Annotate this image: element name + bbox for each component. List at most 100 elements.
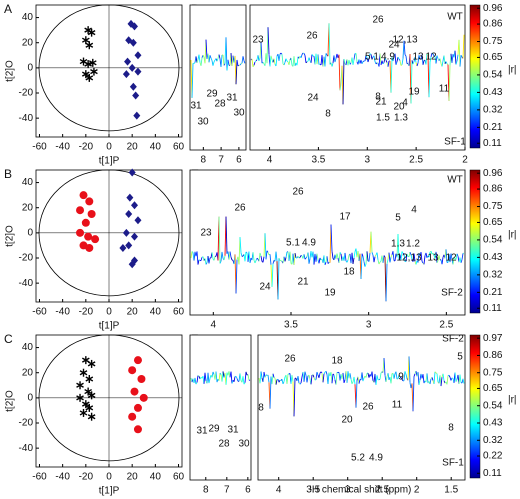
colorbar-label: |r| [508,395,517,406]
spectrum-frame [189,334,252,481]
point [81,36,90,45]
point [87,28,96,37]
spectrum-segment [417,372,420,385]
spectrum-segment [460,54,463,58]
spectrum-segment [446,63,449,65]
spectrum-segment [318,257,321,264]
peak-label: SF-2 [441,288,463,299]
point [81,218,90,227]
spectrum-segment [304,371,307,376]
peak-label: 31 [196,426,208,437]
spectrum-segment [235,259,238,294]
spectrum-segment [221,251,224,259]
spectrum-segment [303,371,306,382]
spectrum-segment [238,237,241,265]
spectrum-segment [283,62,286,66]
spectrum-segment [349,373,352,380]
x-tick-label: 20 [127,472,139,483]
peak-label: 30 [197,117,209,128]
spectrum-segment [362,60,365,62]
point [91,235,100,244]
peak-label: 4.9 [369,453,383,464]
peak-label: 5.1 [286,238,300,249]
point [128,63,136,72]
point [85,375,94,383]
spectrum-segment [454,50,457,65]
spectrum-segment [387,60,390,67]
colorbar-tick-label: 0.65 [483,52,503,63]
point [132,91,140,100]
spectrum-segment [417,253,420,263]
peak-label: 19 [324,288,336,299]
spectrum-segment [242,56,245,61]
spectrum-segment [230,371,233,384]
y-tick-label: 0 [27,392,33,403]
x-tick-label: 7 [218,155,224,166]
spectrum-segment [213,59,216,63]
colorbar-tick-label: 0.11 [483,468,502,479]
spectrum-segment [244,371,247,383]
asterisk-stroke [84,388,92,395]
spectrum-segment [324,261,327,265]
spectrum-segment [382,62,385,65]
spectrum-segment [254,60,257,63]
spectrum-segment [435,55,438,64]
spectrum-segment [379,53,382,66]
point [125,241,133,250]
spectrum-segment [462,34,465,59]
spectrum-segment [239,373,242,381]
spectrum-segment [262,371,265,382]
point [84,232,93,241]
colorbar-tick-label: 0.75 [483,367,503,378]
spectrum-segment [353,376,356,385]
peak-label: 24 [259,282,271,293]
point [81,70,90,79]
spectrum-segment [435,251,438,263]
colorbar [469,4,481,149]
spectrum-segment [459,374,462,383]
spectrum-trace [190,371,251,385]
spectrum-segment [365,373,368,378]
colorbar-tick-label: 0.86 [483,19,503,30]
spectrum-segment [310,374,313,385]
x-tick-label: 0 [106,472,112,483]
spectrum-segment [421,54,424,65]
spectrum-segment [306,375,309,383]
spectrum-segment [349,62,352,65]
point [128,366,137,375]
spectrum-segment [398,374,401,378]
spectrum-segment [445,61,448,64]
spectrum-segment [204,258,207,265]
spectrum-segment [410,254,413,260]
spectrum-segment [196,375,199,383]
x-tick-label: 20 [127,307,139,318]
spectrum-segment [370,54,373,60]
spectrum-segment [361,253,364,257]
spectrum-segment [283,376,286,382]
spectrum-segment [204,372,207,382]
spectrum-segment [278,380,281,383]
spectrum-segment [293,253,296,265]
spectrum-segment [194,377,197,385]
spectrum-segment [375,375,378,385]
spectrum-segment [435,372,438,375]
spectrum-segment [331,373,334,384]
spectrum-segment [412,61,415,65]
peak-label: WT [447,12,463,23]
spectrum-segment [299,382,302,385]
spectrum-segment [360,253,363,280]
spectrum-segment [308,258,311,264]
spectrum-segment [436,373,439,383]
peak-label: 1.2 [406,239,420,250]
spectrum-segment [275,251,278,262]
spectrum-segment [397,56,400,60]
spectrum-segment [451,54,454,63]
spectrum-segment [351,381,354,384]
x-tick-label: 3.5 [311,155,325,166]
colorbar-tick-label: 0.43 [483,252,503,263]
spectrum-segment [323,255,326,265]
spectrum-segment [251,58,254,67]
spectrum-segment [392,251,395,261]
spectrum-segment [455,253,458,260]
spectrum-segment [247,374,250,381]
